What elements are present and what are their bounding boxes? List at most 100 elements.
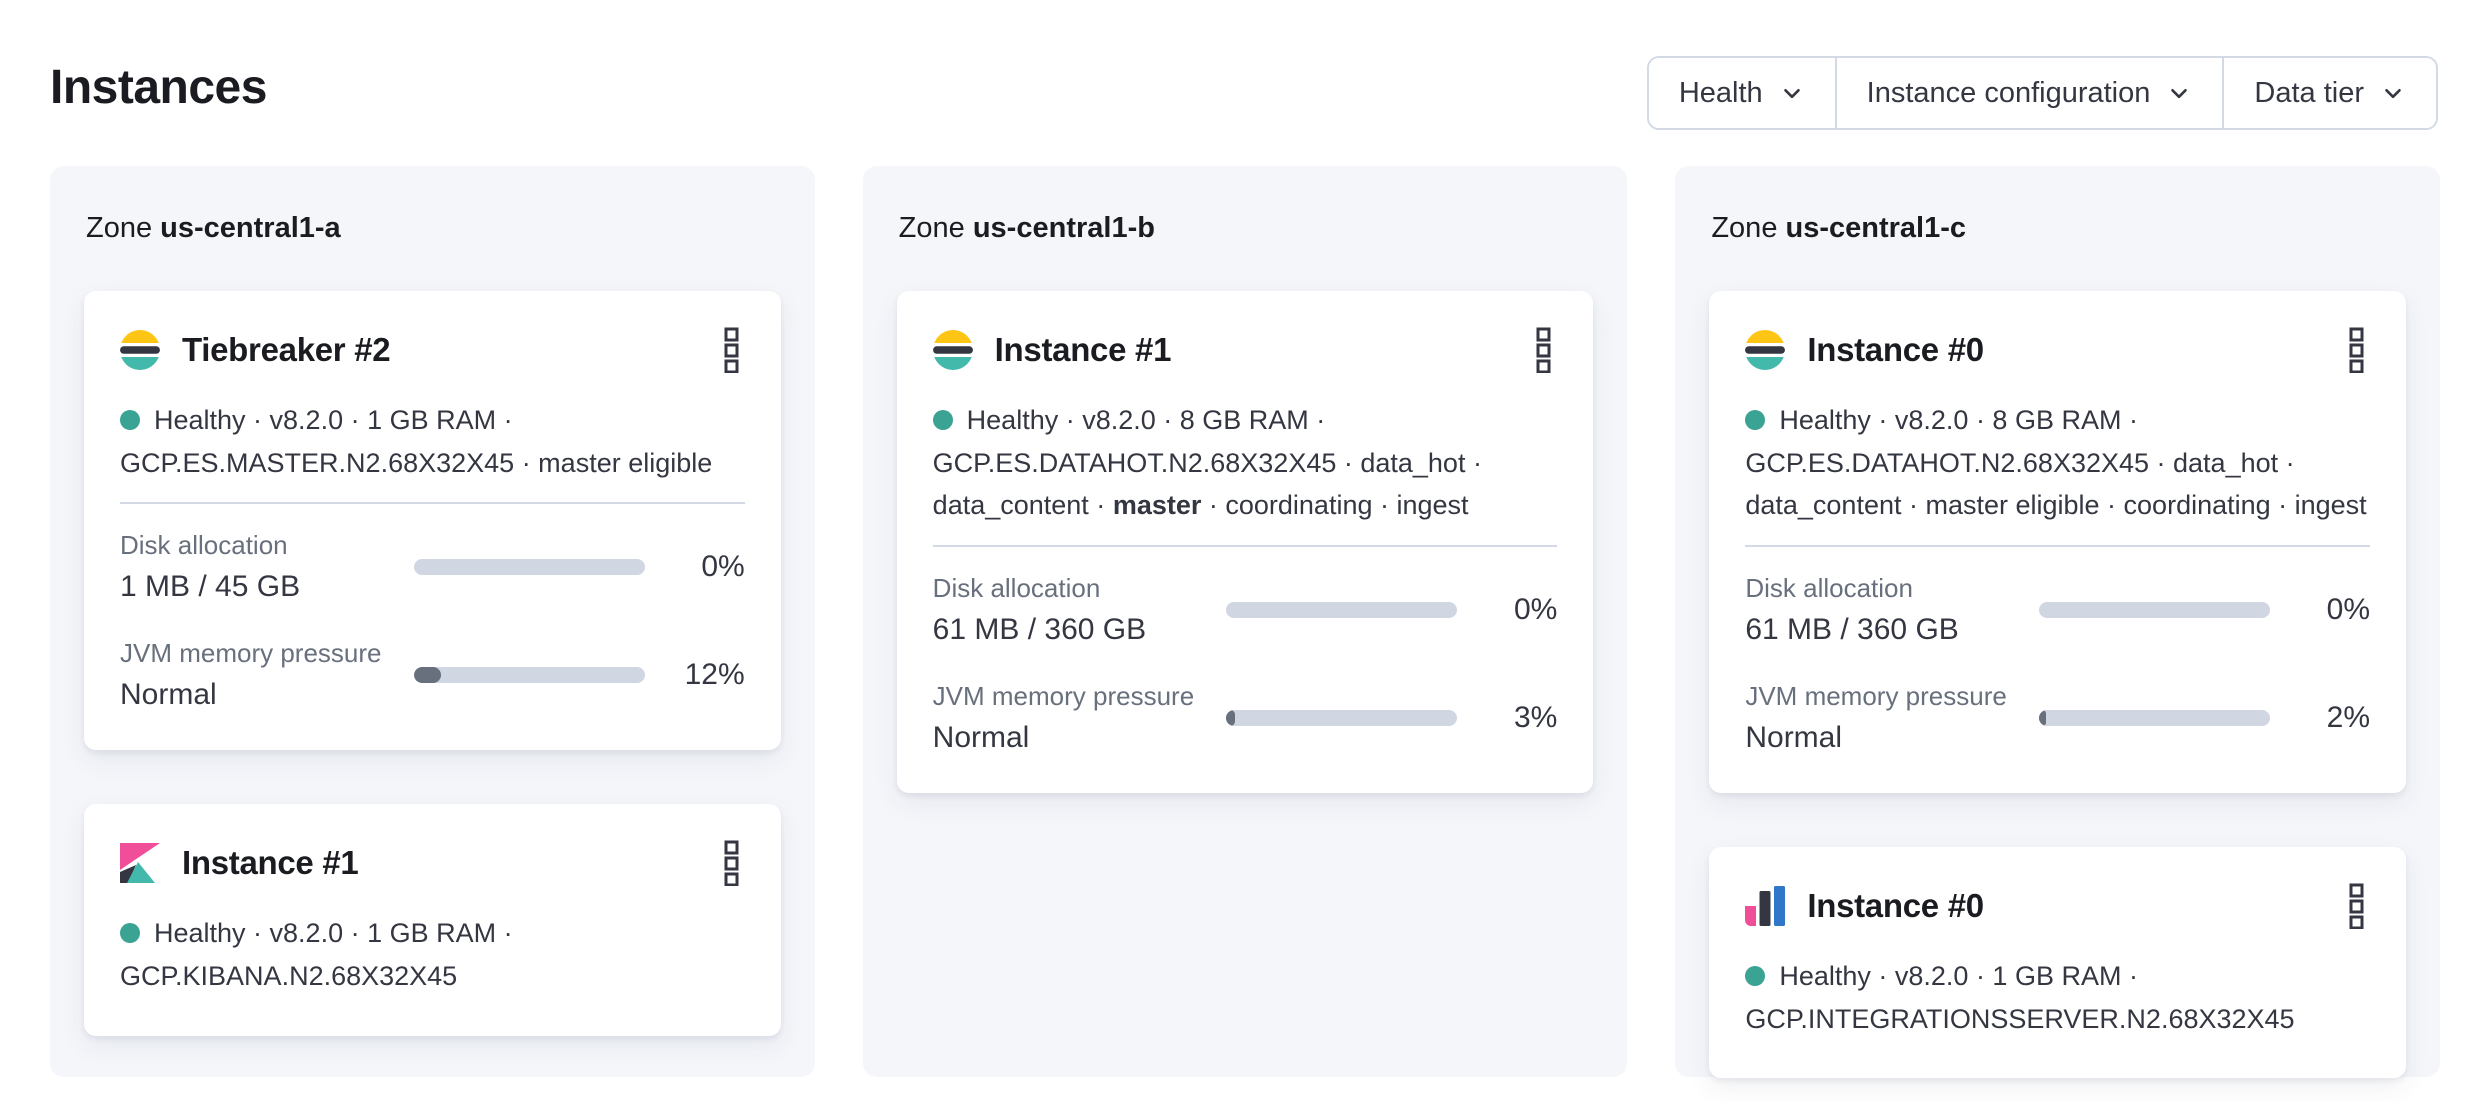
jvm-memory-pressure-metric: JVM memory pressure Normal 12% (120, 638, 745, 712)
disk-allocation-progressbar (413, 559, 645, 576)
progressbar-fill (2038, 709, 2046, 726)
disk-allocation-progressbar (1226, 601, 1458, 618)
jvm-memory-pressure-metric: JVM memory pressure Normal 3% (933, 681, 1558, 755)
metric-text: JVM memory pressure Normal (1745, 681, 2039, 755)
zones-row: Zone us-central1-a Tiebreaker #2 (50, 166, 2441, 1079)
elasticsearch-icon (932, 330, 973, 370)
zone-panel-us-central1-c: Zone us-central1-c Instance #0 (1675, 166, 2441, 1079)
instance-title: Instance #0 (1807, 886, 1984, 924)
kibana-icon (120, 843, 160, 884)
jvm-pressure-label: JVM memory pressure (932, 680, 1195, 711)
instance-card-es-1: Instance #1 Healthy · v8.2.0 · 8 GB RAM … (896, 291, 1594, 793)
disk-allocation-metric: Disk allocation 61 MB / 360 GB 0% (1745, 573, 2370, 647)
boxes-vertical-kebab-icon (2349, 327, 2364, 373)
jvm-pressure-progressbar (2038, 709, 2271, 726)
zone-header: Zone us-central1-b (899, 212, 1594, 245)
zone-word: Zone (898, 212, 965, 244)
health-dot-icon (120, 923, 140, 944)
filter-health-label: Health (1678, 76, 1763, 109)
instance-card-es-0: Instance #0 Healthy · v8.2.0 · 8 GB RAM … (1709, 291, 2407, 793)
instance-title: Instance #1 (994, 331, 1172, 368)
boxes-vertical-kebab-icon (724, 840, 739, 887)
elasticsearch-icon (1745, 330, 1786, 370)
instance-card-kibana-1: Instance #1 Healthy · v8.2.0 · 1 GB RAM … (84, 804, 781, 1036)
disk-allocation-value: 61 MB / 360 GB (932, 612, 1147, 646)
instance-status-line: Healthy · v8.2.0 · 8 GB RAM · GCP.ES.DAT… (1745, 399, 2370, 527)
card-header: Instance #0 (1745, 879, 2370, 933)
instance-card-integrations-server-0: Instance #0 Healthy · v8.2.0 · 1 GB RAM … (1709, 846, 2407, 1079)
zone-panel-us-central1-a: Zone us-central1-a Tiebreaker #2 (50, 166, 815, 1077)
zone-header: Zone us-central1-a (86, 212, 781, 245)
metric-text: JVM memory pressure Normal (120, 638, 414, 712)
zone-word: Zone (1711, 212, 1778, 244)
metric-text: Disk allocation 61 MB / 360 GB (933, 573, 1227, 647)
disk-allocation-progressbar (2038, 601, 2271, 618)
status-text-suffix: · coordinating · ingest (1201, 490, 1469, 521)
jvm-pressure-label: JVM memory pressure (120, 638, 382, 669)
chevron-down-icon (2171, 88, 2188, 99)
instance-menu-button[interactable] (2343, 879, 2370, 933)
chevron-down-icon (2385, 88, 2401, 99)
health-dot-icon (1745, 965, 1766, 986)
progressbar-fill (413, 667, 442, 684)
status-text: Healthy · v8.2.0 · 1 GB RAM · GCP.INTEGR… (1745, 960, 2295, 1034)
disk-allocation-label: Disk allocation (120, 530, 288, 561)
instance-card-tiebreaker-2: Tiebreaker #2 Healthy · v8.2.0 · 1 GB RA… (84, 291, 781, 751)
jvm-pressure-value: Normal (120, 678, 217, 712)
card-header: Instance #0 (1745, 323, 2370, 377)
instance-menu-button[interactable] (2343, 323, 2370, 377)
instance-menu-button[interactable] (1530, 323, 1557, 377)
instance-status-line: Healthy · v8.2.0 · 8 GB RAM · GCP.ES.DAT… (932, 399, 1558, 527)
instance-title: Tiebreaker #2 (182, 331, 391, 368)
instance-menu-button[interactable] (718, 836, 745, 890)
instance-title: Instance #1 (182, 844, 359, 882)
filter-bar: Health Instance configuration Data tier (1646, 56, 2438, 130)
health-dot-icon (1745, 410, 1766, 430)
filter-instance-configuration-label: Instance configuration (1866, 76, 2151, 109)
zone-name: us-central1-c (1785, 212, 1967, 244)
filter-health-button[interactable]: Health (1648, 58, 1835, 128)
metric-text: Disk allocation 1 MB / 45 GB (120, 530, 414, 604)
disk-allocation-metric: Disk allocation 61 MB / 360 GB 0% (933, 573, 1558, 647)
boxes-vertical-kebab-icon (1536, 327, 1551, 373)
status-text: Healthy · v8.2.0 · 8 GB RAM · GCP.ES.DAT… (932, 405, 1482, 521)
jvm-pressure-progressbar (1226, 709, 1458, 726)
jvm-pressure-value: Normal (1745, 720, 1843, 754)
status-text-bold: master (1112, 490, 1202, 521)
card-divider (120, 502, 745, 505)
card-header: Instance #1 (932, 323, 1558, 377)
disk-allocation-percent: 0% (1513, 592, 1558, 626)
integrations-server-icon (1745, 885, 1786, 926)
zone-panel-us-central1-b: Zone us-central1-b Instance #1 (862, 166, 1628, 1077)
instance-status-line: Healthy · v8.2.0 · 1 GB RAM · GCP.INTEGR… (1745, 955, 2370, 1040)
filter-data-tier-button[interactable]: Data tier (2222, 58, 2436, 128)
health-dot-icon (932, 410, 953, 430)
filter-instance-configuration-button[interactable]: Instance configuration (1834, 58, 2223, 128)
instance-status-line: Healthy · v8.2.0 · 1 GB RAM · GCP.ES.MAS… (120, 399, 745, 484)
jvm-memory-pressure-metric: JVM memory pressure Normal 2% (1745, 681, 2370, 755)
boxes-vertical-kebab-icon (2349, 883, 2364, 929)
disk-allocation-value: 61 MB / 360 GB (1745, 612, 1959, 646)
health-dot-icon (120, 410, 140, 430)
card-header: Instance #1 (120, 836, 745, 890)
zone-header: Zone us-central1-c (1711, 212, 2406, 245)
filter-data-tier-label: Data tier (2254, 76, 2364, 109)
disk-allocation-label: Disk allocation (932, 572, 1101, 603)
page-title: Instances (50, 61, 267, 114)
jvm-pressure-percent: 12% (684, 658, 745, 692)
card-divider (1745, 544, 2371, 547)
disk-allocation-percent: 0% (701, 550, 745, 584)
elasticsearch-icon (120, 330, 160, 370)
instance-menu-button[interactable] (718, 323, 745, 377)
jvm-pressure-percent: 2% (2326, 700, 2371, 734)
card-divider (932, 544, 1558, 547)
disk-allocation-metric: Disk allocation 1 MB / 45 GB 0% (120, 530, 745, 604)
zone-name: us-central1-b (972, 212, 1155, 244)
jvm-pressure-label: JVM memory pressure (1745, 680, 2007, 711)
metric-text: Disk allocation 61 MB / 360 GB (1745, 573, 2039, 647)
card-header: Tiebreaker #2 (120, 323, 745, 377)
instance-title: Instance #0 (1807, 331, 1984, 368)
disk-allocation-value: 1 MB / 45 GB (120, 570, 301, 604)
disk-allocation-percent: 0% (2326, 592, 2371, 626)
